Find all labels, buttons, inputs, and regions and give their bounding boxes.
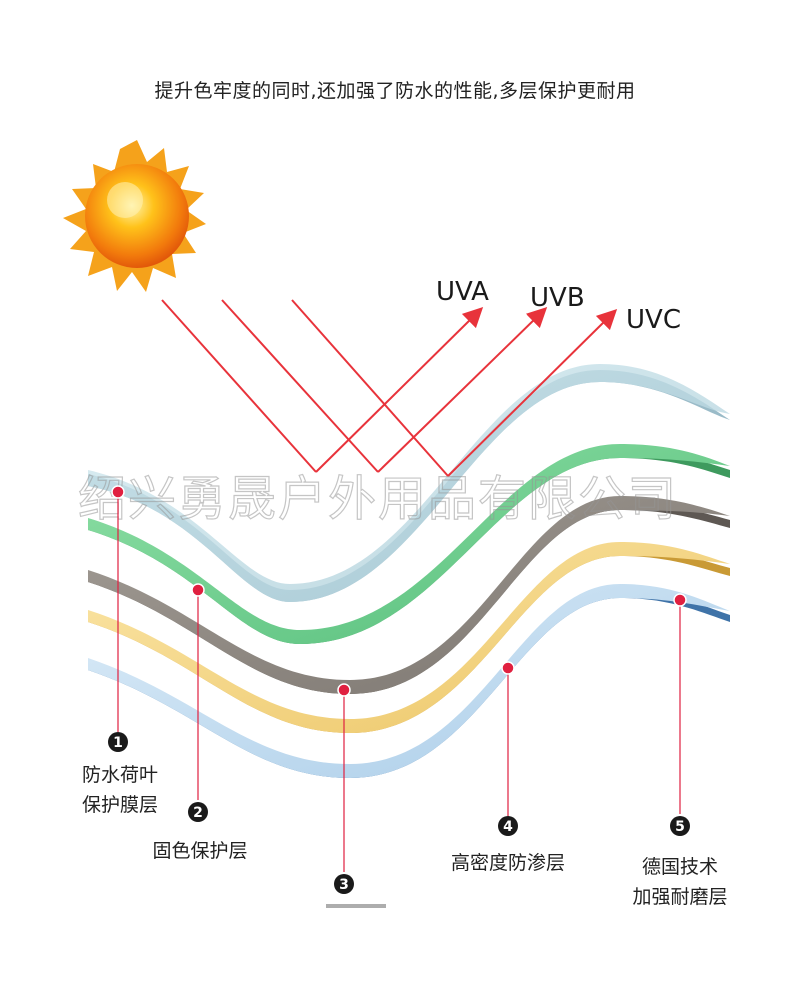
ray-uva-out <box>315 306 484 473</box>
layer-4-label: 高密度防渗层 <box>438 848 578 878</box>
layer-1-shape <box>88 370 730 602</box>
headline: 提升色牢度的同时,还加强了防水的性能,多层保护更耐用 <box>154 80 636 102</box>
ray-uvb-in <box>221 299 379 473</box>
ray-uva-in <box>161 299 317 473</box>
badge-2: 2 <box>188 802 208 822</box>
badge-5-number: 5 <box>675 819 685 835</box>
fabric-layers <box>88 364 730 778</box>
layer-1-label-line2: 保护膜层 <box>81 794 158 816</box>
layer-5-label-line1: 德国技术 <box>641 856 718 878</box>
pin-3 <box>337 683 351 697</box>
uva-label: UVA <box>436 277 489 307</box>
ray-uvc-out <box>447 308 618 477</box>
layer-2-label-line1: 固色保护层 <box>152 840 248 862</box>
callout-lines <box>117 492 681 872</box>
uvb-label: UVB <box>530 283 585 313</box>
pin-4 <box>501 661 515 675</box>
layer-5-label: 德国技术 加强耐磨层 <box>620 852 740 912</box>
callout-pins <box>111 485 687 697</box>
layer-4-label-line1: 高密度防渗层 <box>450 852 565 874</box>
badge-4-number: 4 <box>503 819 513 835</box>
badge-1-number: 1 <box>113 735 123 751</box>
badge-3: 3 <box>334 874 354 894</box>
pin-2 <box>191 583 205 597</box>
layer-2-label: 固色保护层 <box>140 836 260 866</box>
layer-1-label: 防水荷叶 保护膜层 <box>70 760 170 820</box>
pin-1 <box>111 485 125 499</box>
badge-4: 4 <box>498 816 518 836</box>
sun-icon <box>63 140 206 292</box>
layer-1-label-line1: 防水荷叶 <box>81 764 158 786</box>
uv-rays <box>161 299 618 477</box>
badge-2-number: 2 <box>193 805 203 821</box>
uvc-label: UVC <box>626 305 681 335</box>
badge-5: 5 <box>670 816 690 836</box>
layer-5-label-line2: 加强耐磨层 <box>632 886 728 908</box>
watermark: 绍兴勇晟户外用品有限公司 <box>78 471 678 527</box>
ray-uvc-in <box>291 299 449 477</box>
label-3-cutoff <box>326 904 386 908</box>
ray-uvb-out <box>377 307 548 473</box>
badge-1: 1 <box>108 732 128 752</box>
badge-3-number: 3 <box>339 877 349 893</box>
pin-5 <box>673 593 687 607</box>
